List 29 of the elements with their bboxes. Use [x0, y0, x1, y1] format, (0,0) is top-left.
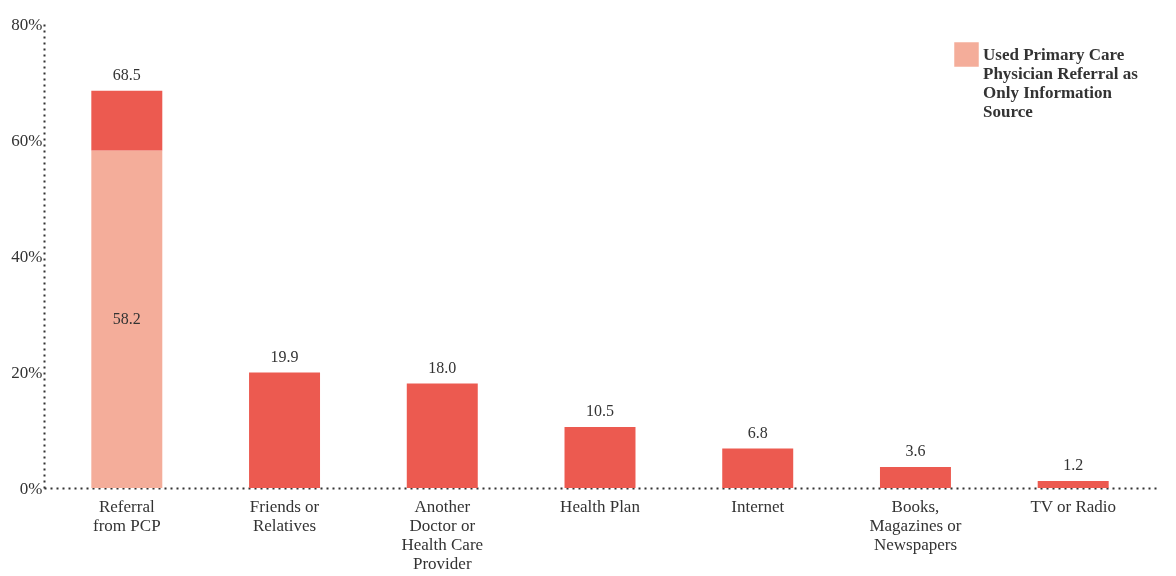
total-label: 3.6: [905, 442, 926, 460]
total-label: 6.8: [747, 423, 768, 441]
bar: [1037, 481, 1109, 488]
bar: [722, 448, 794, 488]
x-tick-label: TV or Radio: [1030, 496, 1116, 516]
x-tick-label: Health Plan: [560, 496, 641, 516]
y-tick-label: 80%: [11, 14, 43, 34]
x-tick-label: Books, Magazines or Newspapers: [869, 496, 962, 554]
x-tick-label: Internet: [731, 496, 785, 516]
data-label: 58.2: [112, 310, 141, 328]
y-tick-label: 0%: [19, 478, 43, 498]
bar: [879, 467, 951, 488]
total-label: 19.9: [270, 347, 299, 365]
total-label: 1.2: [1063, 456, 1084, 474]
total-label: 18.0: [428, 358, 457, 376]
y-tick-label: 20%: [11, 362, 43, 382]
x-tick-label: Referral from PCP: [93, 496, 161, 535]
bar: [91, 150, 163, 488]
x-tick-label: Friends or Relatives: [249, 496, 320, 535]
x-tick-label: Another Doctor or Health Care Provider: [401, 496, 484, 573]
bar: [249, 372, 321, 488]
legend-label: Used Primary Care Physician Referral as Only Information Source: [983, 44, 1139, 121]
bar: [406, 383, 478, 488]
y-tick-label: 60%: [11, 130, 43, 150]
bar: [564, 427, 636, 488]
total-label: 68.5: [112, 65, 141, 83]
y-tick-label: 40%: [11, 246, 43, 266]
bar: [91, 90, 163, 151]
total-label: 10.5: [586, 402, 614, 420]
